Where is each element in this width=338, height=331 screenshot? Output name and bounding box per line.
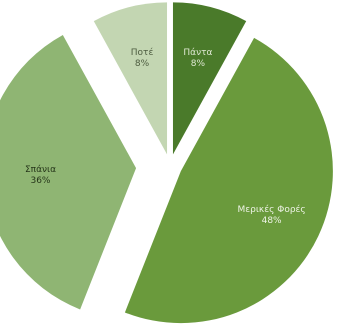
pie-slice-2 [0,34,137,310]
slice-label-1: Μερικές Φορές [238,204,306,215]
slice-value-2: 36% [30,176,50,186]
pie-slice-1 [124,37,333,324]
slice-value-0: 8% [191,59,206,69]
slice-label-3: Ποτέ [131,47,154,58]
slice-value-1: 48% [262,216,282,226]
slice-label-2: Σπάνια [25,165,56,175]
slice-value-3: 8% [135,59,150,69]
pie-slice-3 [93,2,168,155]
pie-slice-0 [172,2,247,155]
slice-label-0: Πάντα [183,48,212,58]
